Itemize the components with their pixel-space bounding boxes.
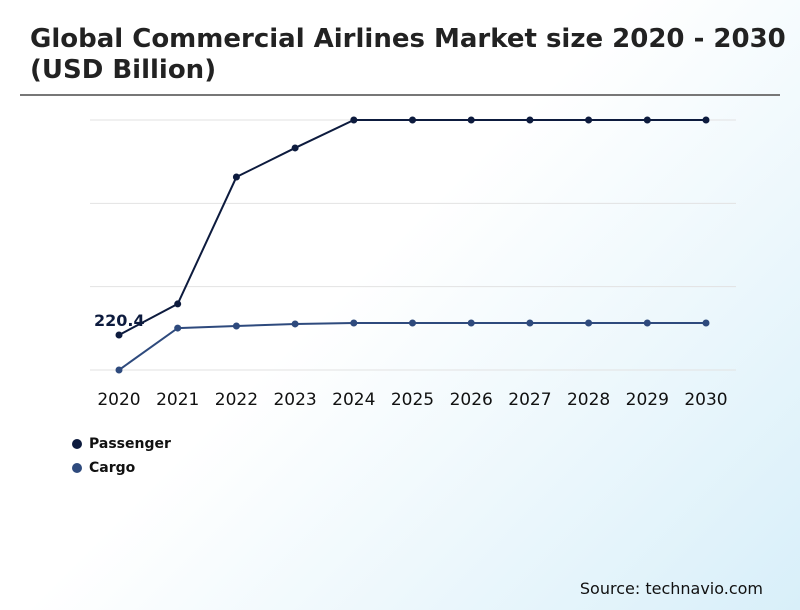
data-point — [643, 319, 651, 327]
data-point — [467, 319, 475, 327]
x-tick-label: 2023 — [273, 390, 316, 410]
x-tick-label: 2020 — [97, 390, 140, 410]
x-tick-label: 2021 — [156, 390, 199, 410]
x-tick-label: 2028 — [567, 390, 610, 410]
data-point — [115, 366, 123, 374]
data-point — [350, 116, 358, 124]
data-point — [409, 319, 416, 327]
series-line-passenger — [118, 119, 706, 336]
legend-item-cargo: Cargo — [72, 460, 135, 476]
data-point — [291, 320, 299, 328]
data-point — [174, 324, 182, 332]
data-point — [585, 116, 593, 124]
data-point — [232, 322, 240, 330]
data-point — [467, 116, 475, 124]
data-point — [585, 319, 593, 327]
data-point — [702, 319, 710, 327]
chart-title: Global Commercial Airlines Market size 2… — [30, 24, 786, 85]
series-line-cargo — [118, 321, 706, 371]
legend-marker — [72, 439, 82, 449]
data-point — [350, 319, 358, 327]
data-label: 220.4 — [94, 311, 145, 330]
x-tick-label: 2029 — [626, 390, 669, 410]
data-point — [643, 116, 651, 124]
x-tick-label: 2030 — [684, 390, 727, 410]
source-text: Source: technavio.com — [579, 579, 763, 598]
data-point — [232, 173, 240, 181]
data-point — [291, 144, 299, 152]
title-divider — [20, 94, 780, 96]
data-point — [526, 116, 534, 124]
x-tick-label: 2026 — [450, 390, 493, 410]
data-point — [702, 116, 710, 124]
data-point — [409, 116, 416, 124]
x-tick-label: 2027 — [508, 390, 551, 410]
x-tick-label: 2024 — [332, 390, 375, 410]
data-point — [174, 300, 182, 308]
legend-label: Cargo — [89, 460, 136, 476]
data-point — [115, 331, 123, 339]
x-tick-label: 2022 — [215, 390, 258, 410]
legend-item-passenger: Passenger — [72, 436, 171, 452]
x-tick-label: 2025 — [391, 390, 434, 410]
legend-label: Passenger — [89, 436, 171, 452]
legend-marker — [72, 463, 82, 473]
data-point — [526, 319, 534, 327]
